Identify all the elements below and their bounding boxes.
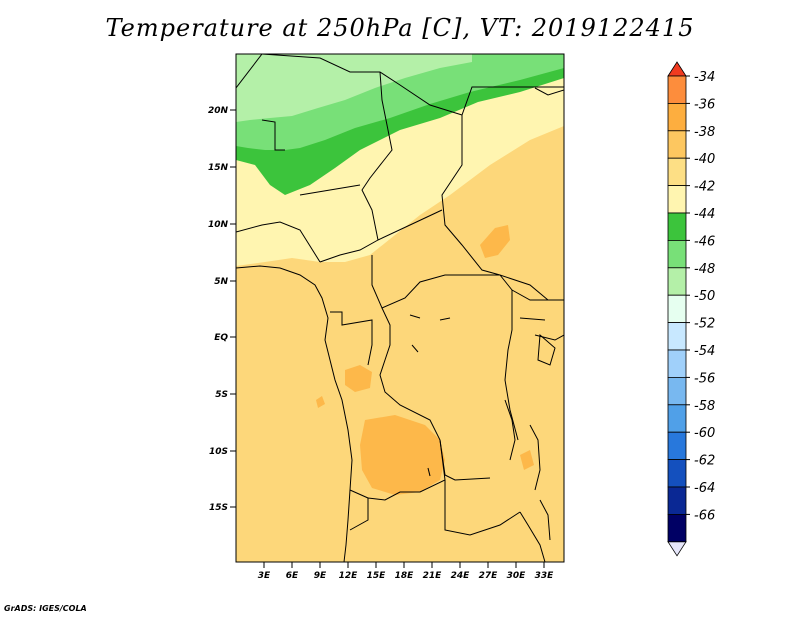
colorbar-band [667,514,687,543]
colorbar-band [667,267,687,296]
lon-label: 18E [395,571,415,581]
colorbar-level-label: -64 [694,481,715,496]
colorbar-band [667,239,687,269]
patch-minus-38-east [480,225,510,258]
band-minus-48 [236,54,472,122]
lon-label: 15E [367,571,387,581]
lon-label: 24E [451,571,471,581]
lon-label: 3E [258,571,271,581]
colorbar-level-label: -62 [694,454,715,469]
lat-label: 15N [208,163,229,173]
colorbar-level-label: -52 [694,317,715,332]
colorbar-level-label: -34 [694,70,715,85]
colorbar-level-label: -38 [694,125,715,140]
lon-label: 30E [507,571,527,581]
colorbar-band [667,75,687,104]
colorbar-band [667,486,687,515]
colorbar-level-label: -58 [694,399,715,414]
colorbar-level-label: -60 [694,426,715,441]
colorbar-band [667,349,687,378]
lat-label: 10N [208,220,229,230]
lat-label: 20N [208,106,229,116]
colorbar-band [667,404,687,433]
patch-minus-38-west [345,365,372,392]
colorbar-band [667,130,687,159]
lon-label: 12E [339,571,359,581]
colorbar-level-label: -50 [694,289,715,304]
colorbar-bottom-arrow [667,541,687,557]
lon-label: 9E [314,571,327,581]
colorbar-level-label: -40 [694,152,715,167]
colorbar-top-arrow [667,61,687,77]
country-borders [236,54,564,562]
longitude-axis: 3E 6E 9E 12E 15E 18E 21E 24E 27E 30E 33E [258,562,554,581]
colorbar-band [667,431,687,461]
lat-label: 5S [215,390,228,400]
colorbar-bands [667,61,687,557]
lon-label: 33E [535,571,555,581]
lat-label: 5N [214,277,228,287]
map-frame [235,53,565,563]
colorbar-level-label: -56 [694,371,715,386]
colorbar-level-label: -54 [694,344,715,359]
lon-label: 6E [286,571,299,581]
colorbar-level-label: -66 [694,508,715,523]
colorbar-band [667,322,687,351]
colorbar-level-label: -46 [694,234,715,249]
chart-title: Temperature at 250hPa [C], VT: 201912241… [105,14,695,42]
footer-credit: GrADS: IGES/COLA [4,604,87,613]
latitude-axis: 20N 15N 10N 5N EQ 5S 10S 15S [208,106,236,513]
colorbar-legend: -34 -36 -38 -40 -42 -44 -46 -48 -50 -52 -54 -56 -58 -… [667,61,715,557]
lat-label: 10S [209,447,228,457]
patch-minus-38-south [360,415,445,495]
colorbar-band [667,157,687,186]
temperature-field [236,54,564,562]
lat-label: 15S [209,503,228,513]
colorbar-level-label: -44 [694,207,715,222]
colorbar-band [667,459,687,488]
colorbar-band [667,103,687,132]
colorbar-level-label: -48 [694,262,715,277]
colorbar-band [667,376,687,406]
colorbar-band [667,294,687,324]
lon-label: 27E [479,571,499,581]
colorbar-band [667,212,687,241]
colorbar-band [667,185,687,214]
lon-label: 21E [423,571,443,581]
lat-label: EQ [214,333,228,343]
colorbar-level-label: -42 [694,180,715,195]
colorbar-level-label: -36 [694,97,715,112]
colorbar-labels: -34 -36 -38 -40 -42 -44 -46 -48 -50 -52 -54 -56 -58 -… [686,70,715,523]
